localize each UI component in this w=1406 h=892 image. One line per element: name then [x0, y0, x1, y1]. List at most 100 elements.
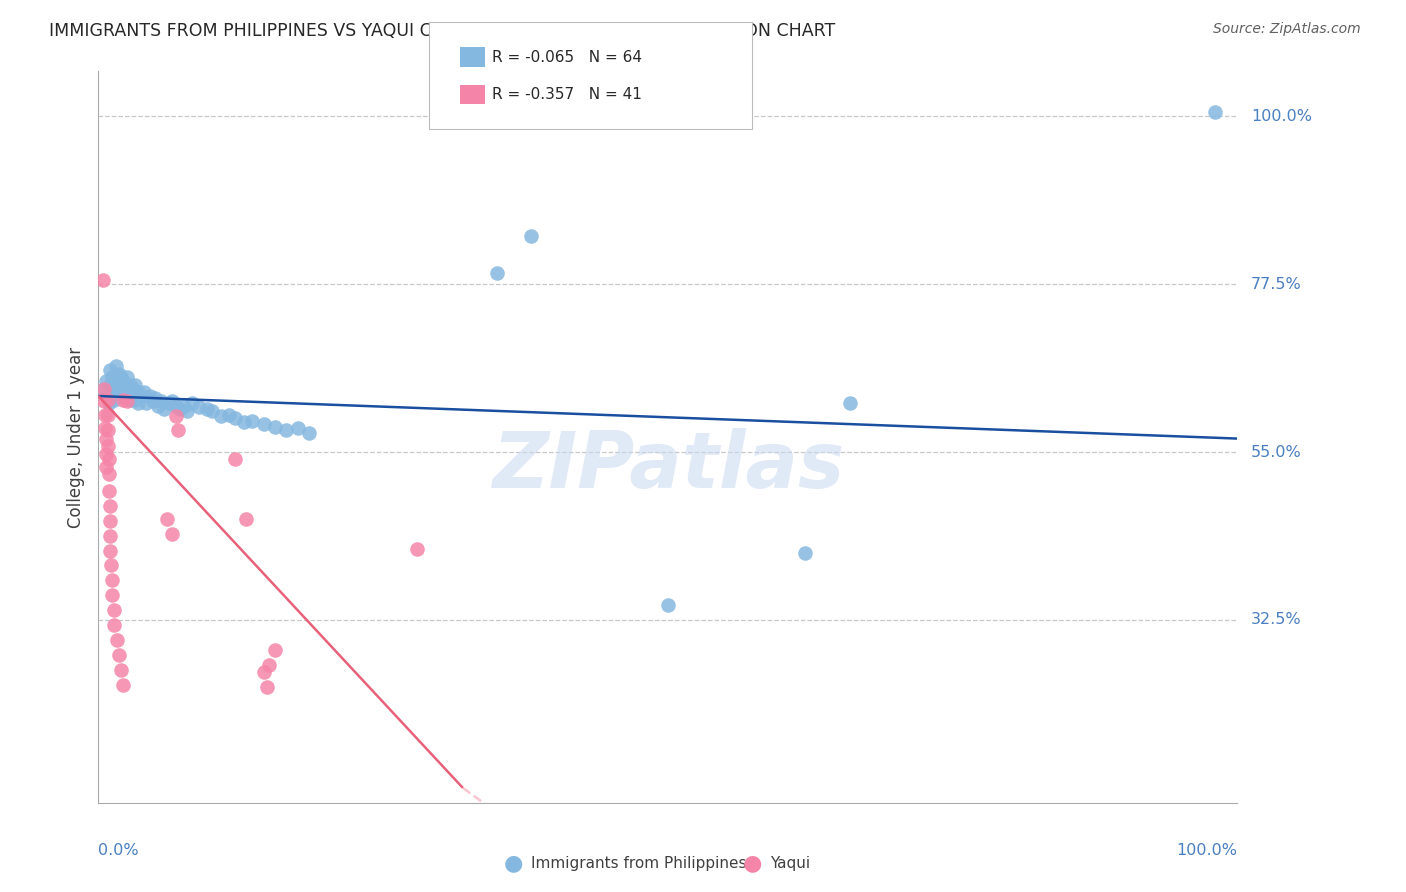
Point: [103, 603, 125, 617]
Point: [112, 374, 135, 388]
Point: [98, 514, 121, 528]
Point: [108, 377, 131, 392]
Point: [173, 399, 195, 413]
Point: [100, 382, 122, 396]
Point: [115, 370, 138, 384]
Point: [520, 228, 543, 243]
Point: [145, 391, 167, 405]
Point: [98, 392, 121, 407]
Point: [167, 423, 190, 437]
Point: [96, 432, 118, 446]
Point: [96, 459, 118, 474]
Point: [142, 394, 165, 409]
Point: [259, 657, 281, 672]
Point: [146, 399, 169, 413]
Point: [103, 385, 125, 400]
Text: 32.5%: 32.5%: [1251, 613, 1302, 627]
Point: [264, 419, 287, 434]
Point: [112, 678, 135, 692]
Point: [104, 359, 127, 374]
Point: [187, 401, 209, 415]
Text: ZIPatlas: ZIPatlas: [492, 428, 844, 504]
Point: [150, 394, 173, 409]
Point: [93, 394, 115, 409]
Point: [793, 546, 815, 560]
Point: [105, 633, 128, 648]
Point: [120, 392, 142, 407]
Point: [135, 396, 157, 410]
Point: [115, 394, 138, 409]
Text: IMMIGRANTS FROM PHILIPPINES VS YAQUI COLLEGE, UNDER 1 YEAR CORRELATION CHART: IMMIGRANTS FROM PHILIPPINES VS YAQUI COL…: [49, 22, 835, 40]
Point: [93, 382, 115, 396]
Point: [287, 421, 309, 435]
Point: [120, 377, 142, 392]
Point: [201, 404, 224, 418]
Point: [93, 382, 115, 396]
Text: ●: ●: [742, 854, 762, 873]
Point: [165, 399, 187, 413]
Text: Source: ZipAtlas.com: Source: ZipAtlas.com: [1213, 22, 1361, 37]
Point: [112, 392, 135, 407]
Text: Immigrants from Philippines: Immigrants from Philippines: [531, 856, 747, 871]
Point: [124, 392, 146, 407]
Point: [264, 642, 287, 657]
Point: [209, 409, 232, 424]
Point: [657, 598, 679, 612]
Point: [97, 452, 120, 467]
Point: [162, 527, 184, 541]
Point: [169, 401, 191, 416]
Point: [110, 385, 132, 400]
Point: [97, 396, 120, 410]
Point: [103, 618, 125, 632]
Point: [96, 439, 118, 453]
Point: [153, 401, 176, 416]
Point: [98, 363, 121, 377]
Point: [108, 648, 131, 662]
Point: [112, 389, 135, 403]
Point: [252, 665, 274, 680]
Text: R = -0.357   N = 41: R = -0.357 N = 41: [492, 87, 643, 102]
Point: [138, 389, 160, 403]
Text: 77.5%: 77.5%: [1251, 277, 1302, 292]
Point: [233, 415, 256, 429]
Y-axis label: College, Under 1 year: College, Under 1 year: [66, 346, 84, 528]
Text: 0.0%: 0.0%: [98, 843, 139, 858]
Point: [252, 417, 274, 431]
Text: ●: ●: [503, 854, 523, 873]
Point: [103, 392, 125, 407]
Point: [156, 512, 179, 526]
Point: [132, 385, 155, 400]
Point: [97, 483, 120, 498]
Point: [98, 528, 121, 542]
Point: [486, 266, 509, 280]
Point: [101, 588, 124, 602]
Point: [839, 396, 862, 410]
Text: 100.0%: 100.0%: [1177, 843, 1237, 858]
Text: 55.0%: 55.0%: [1251, 444, 1302, 459]
Point: [94, 421, 117, 435]
Text: 100.0%: 100.0%: [1251, 109, 1312, 124]
Point: [121, 382, 143, 396]
Point: [165, 409, 187, 424]
Point: [96, 446, 118, 460]
Point: [1204, 105, 1226, 120]
Point: [91, 273, 114, 287]
Point: [131, 389, 153, 403]
Point: [235, 512, 257, 526]
Point: [98, 543, 121, 558]
Point: [218, 408, 240, 422]
Point: [96, 423, 118, 437]
Point: [105, 382, 128, 396]
Point: [104, 374, 127, 388]
Point: [124, 377, 146, 392]
Point: [101, 574, 124, 588]
Point: [406, 542, 429, 557]
Point: [94, 408, 117, 422]
Point: [115, 382, 138, 396]
Point: [97, 467, 120, 482]
Point: [176, 404, 198, 418]
Point: [298, 426, 321, 441]
Point: [127, 385, 149, 400]
Point: [101, 370, 124, 384]
Point: [240, 414, 263, 428]
